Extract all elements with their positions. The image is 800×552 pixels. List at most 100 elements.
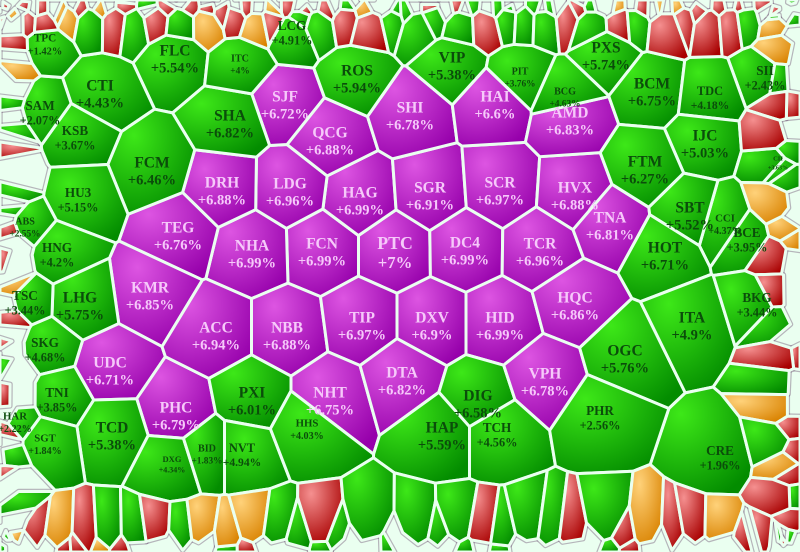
svg-text:PHR: PHR [586,403,614,418]
svg-text:+6.58%: +6.58% [454,405,502,421]
svg-text:DXG: DXG [163,454,182,464]
svg-text:SJF: SJF [272,89,298,106]
svg-text:+6.86%: +6.86% [551,307,599,323]
svg-text:TCR: TCR [524,236,558,253]
svg-text:+3.44%: +3.44% [737,306,778,320]
svg-text:+4.56%: +4.56% [477,436,518,450]
svg-text:SHI: SHI [397,100,424,117]
svg-text:+2.22%: +2.22% [0,424,32,435]
svg-text:BID: BID [198,443,216,454]
svg-text:SAM: SAM [25,98,55,113]
svg-text:UDC: UDC [93,355,127,372]
svg-text:LCG: LCG [278,18,307,33]
svg-text:HAI: HAI [480,89,509,106]
svg-text:CTI: CTI [86,78,114,95]
svg-text:DTA: DTA [386,365,418,382]
svg-text:SBT: SBT [675,200,705,217]
svg-text:+6.96%: +6.96% [266,193,314,209]
svg-text:HHS: HHS [296,417,319,429]
svg-text:PHC: PHC [160,400,193,417]
svg-text:ITC: ITC [231,53,249,64]
svg-text:PXS: PXS [591,40,620,57]
svg-text:VIP: VIP [439,50,466,67]
svg-text:PTC: PTC [377,233,413,253]
svg-text:+1.83%: +1.83% [191,456,222,466]
svg-text:+6.99%: +6.99% [441,252,489,268]
svg-text:VPH: VPH [529,366,562,383]
svg-text:+3.76%: +3.76% [504,79,535,89]
svg-text:NHA: NHA [235,238,270,255]
svg-text:SGT: SGT [34,432,56,444]
svg-text:TNA: TNA [594,210,628,227]
svg-text:TSC: TSC [12,288,38,303]
svg-text:ABS: ABS [15,216,35,227]
svg-text:NBB: NBB [271,320,303,337]
svg-text:HAG: HAG [342,185,377,202]
svg-text:+4.2%: +4.2% [40,256,75,270]
svg-text:FCM: FCM [134,155,170,172]
svg-text:+6.99%: +6.99% [476,327,524,343]
svg-text:ITA: ITA [679,310,706,327]
svg-text:+3.67%: +3.67% [55,139,96,153]
svg-text:HQC: HQC [557,290,592,307]
svg-text:+6.99%: +6.99% [298,253,346,269]
svg-text:DC4: DC4 [450,235,480,252]
svg-text:+5.03%: +5.03% [681,145,729,161]
svg-text:+2.43%: +2.43% [745,79,786,93]
svg-text:FCN: FCN [306,236,338,253]
svg-text:+2.07%: +2.07% [20,114,61,128]
svg-text:+1.84%: +1.84% [28,446,62,457]
svg-text:HNG: HNG [42,240,72,255]
svg-text:+3.95%: +3.95% [727,241,768,255]
svg-text:FLC: FLC [160,43,191,60]
svg-text:HID: HID [485,310,514,327]
svg-text:LDG: LDG [273,176,307,193]
svg-text:+6.82%: +6.82% [378,382,426,398]
svg-text:ACC: ACC [199,320,233,337]
svg-text:HOT: HOT [648,240,683,257]
svg-text:+6.72%: +6.72% [261,106,309,122]
svg-text:+3.85%: +3.85% [37,401,78,415]
svg-text:+1.42%: +1.42% [28,46,63,57]
svg-text:DRH: DRH [205,175,239,192]
svg-text:PXI: PXI [239,385,266,402]
svg-text:+6.97%: +6.97% [338,327,386,343]
svg-text:CII: CII [773,155,783,162]
svg-text:+6.76%: +6.76% [154,237,202,253]
svg-text:BCM: BCM [634,76,671,93]
svg-text:QCG: QCG [312,125,347,142]
svg-text:BCE: BCE [733,225,760,240]
svg-text:+6.88%: +6.88% [198,192,246,208]
svg-text:NVT: NVT [229,441,256,455]
svg-text:+1.96%: +1.96% [700,459,741,473]
svg-text:+6.88%: +6.88% [551,197,599,213]
svg-text:+6.27%: +6.27% [621,171,669,187]
svg-text:+6.6%: +6.6% [475,106,516,122]
svg-text:+5.59%: +5.59% [418,437,466,453]
svg-text:+4.34%: +4.34% [159,466,186,475]
svg-text:IJC: IJC [693,128,718,145]
svg-text:ROS: ROS [341,63,373,80]
svg-text:+3.44%: +3.44% [5,304,46,318]
svg-text:+6.01%: +6.01% [228,402,276,418]
svg-text:+2.56%: +2.56% [580,419,621,433]
svg-text:+6.99%: +6.99% [228,255,276,271]
svg-text:SKG: SKG [31,335,59,350]
svg-text:+5.75%: +5.75% [56,307,104,323]
svg-text:+6.9%: +6.9% [412,327,453,343]
svg-text:+2.55%: +2.55% [9,229,40,239]
svg-text:+6.91%: +6.91% [406,197,454,213]
svg-text:+6.83%: +6.83% [546,122,594,138]
svg-text:+4.63%: +4.63% [549,99,580,109]
svg-text:FTM: FTM [628,154,663,171]
svg-text:+6.97%: +6.97% [476,192,524,208]
svg-text:+4.91%: +4.91% [272,34,313,48]
svg-text:+4%: +4% [230,66,249,76]
svg-text:TCH: TCH [483,420,512,435]
svg-text:TIP: TIP [349,310,375,327]
svg-text:+6.71%: +6.71% [641,257,689,273]
svg-text:+6.81%: +6.81% [586,227,634,243]
svg-text:+5.54%: +5.54% [151,60,199,76]
svg-text:+4.18%: +4.18% [691,99,730,112]
svg-text:+6.78%: +6.78% [521,383,569,399]
